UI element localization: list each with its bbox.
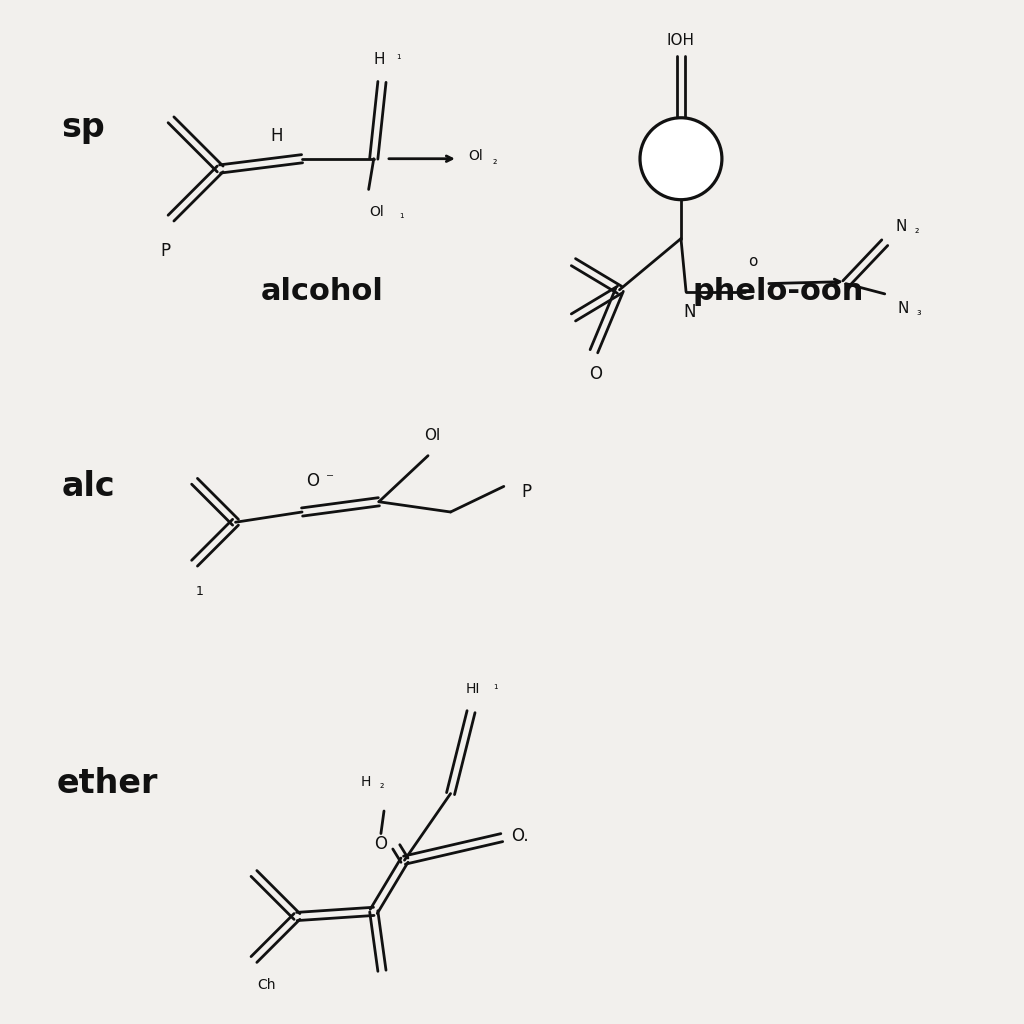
Text: ₁: ₁ <box>399 210 403 220</box>
Text: O.: O. <box>511 826 529 845</box>
Text: ₂: ₂ <box>380 780 384 791</box>
Text: P: P <box>521 482 531 501</box>
Text: sp: sp <box>61 112 105 144</box>
Text: Ol: Ol <box>370 205 384 219</box>
Text: ether: ether <box>56 767 158 800</box>
Text: N: N <box>895 219 907 233</box>
Text: 1: 1 <box>196 586 204 598</box>
Text: H: H <box>373 52 385 67</box>
Text: alcohol: alcohol <box>261 278 384 306</box>
Text: O: O <box>375 835 387 853</box>
Text: O: O <box>306 472 318 490</box>
Text: ⁻: ⁻ <box>326 471 334 485</box>
Text: O: O <box>590 365 602 383</box>
Text: H: H <box>270 127 283 145</box>
Text: H: H <box>360 775 371 790</box>
Text: alc: alc <box>61 470 115 503</box>
Text: Ol: Ol <box>468 148 482 163</box>
Text: ₃: ₃ <box>916 307 921 317</box>
Circle shape <box>640 118 722 200</box>
Text: N: N <box>683 303 695 322</box>
Text: HI: HI <box>466 682 480 696</box>
Text: o: o <box>748 254 758 268</box>
Text: ₂: ₂ <box>914 225 919 236</box>
Text: Ch: Ch <box>257 978 275 992</box>
Text: Ol: Ol <box>424 428 440 442</box>
Text: ₂: ₂ <box>493 156 497 166</box>
Text: IOH: IOH <box>667 34 695 48</box>
Text: P: P <box>161 242 171 260</box>
Text: ₁: ₁ <box>494 681 498 691</box>
Text: phelo-oon: phelo-oon <box>692 278 864 306</box>
Text: N: N <box>897 301 909 315</box>
Text: ₁: ₁ <box>396 51 400 61</box>
